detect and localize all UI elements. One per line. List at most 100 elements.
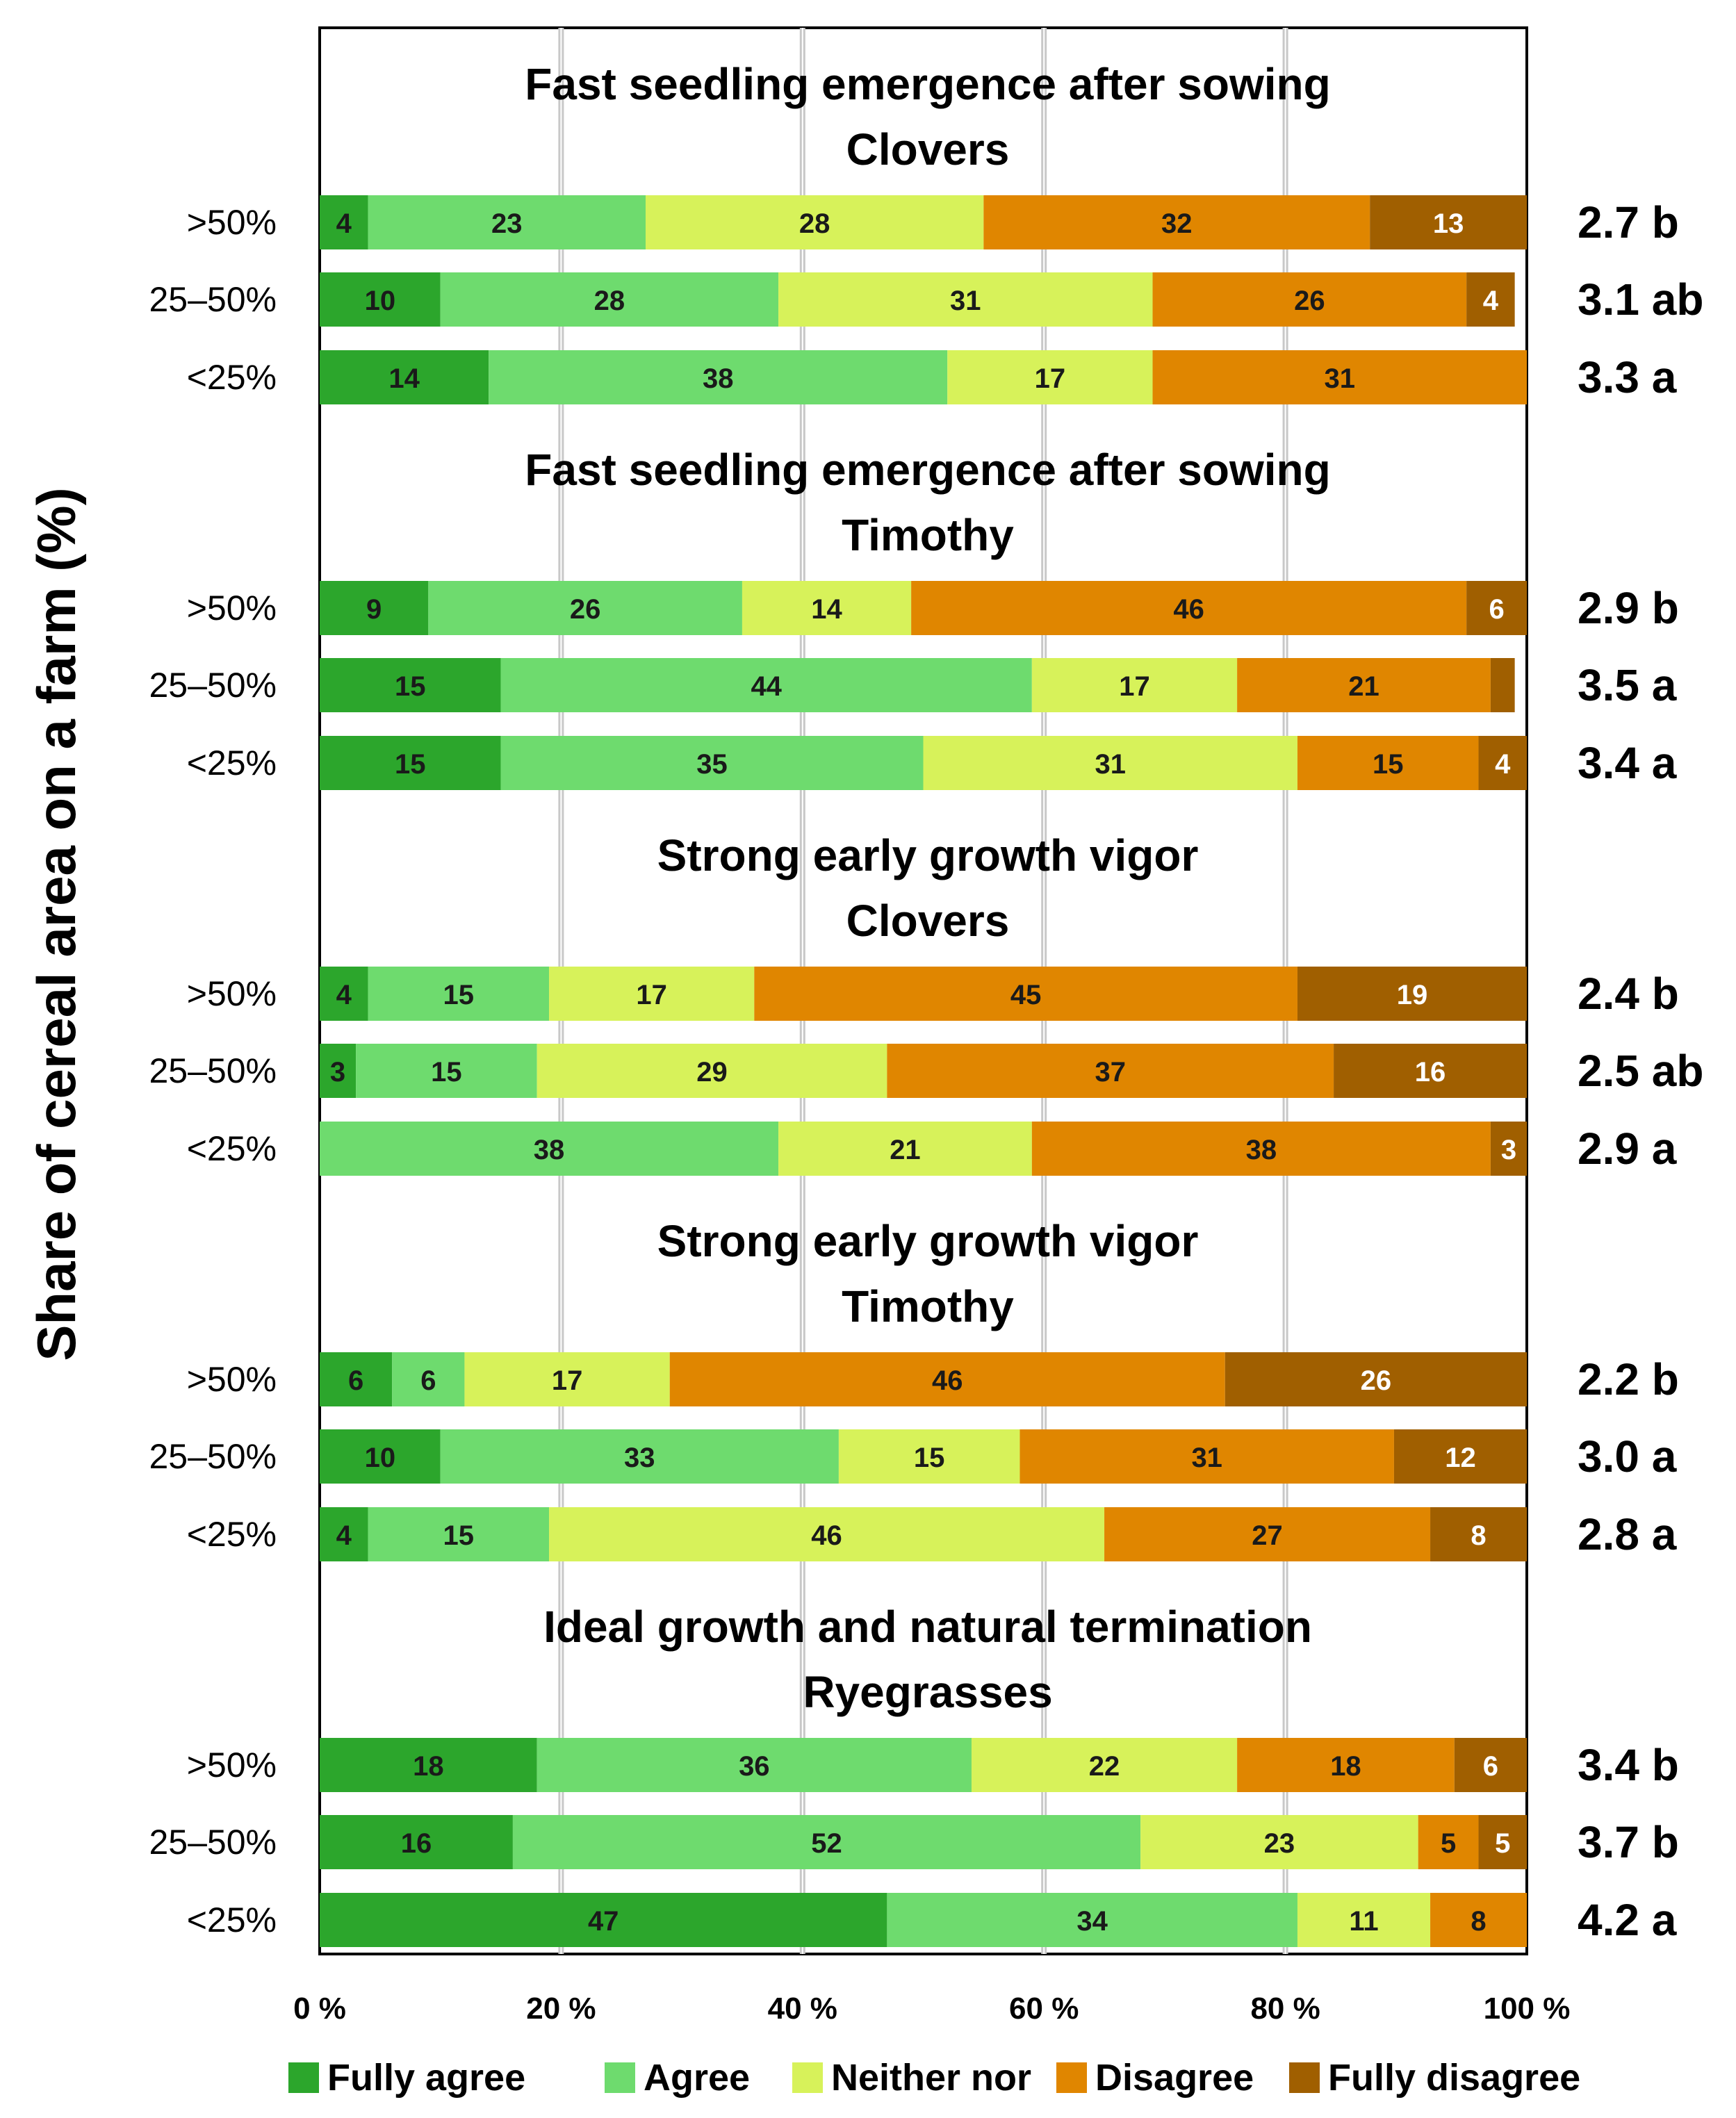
bar-segment — [320, 350, 489, 404]
data-label: 3 — [330, 1057, 345, 1087]
legend-swatch — [1289, 2062, 1320, 2093]
data-label: 18 — [413, 1751, 444, 1782]
data-label: 31 — [1191, 1443, 1222, 1473]
data-label: 26 — [570, 594, 601, 625]
data-label: 21 — [890, 1135, 921, 1165]
data-label: 15 — [443, 1520, 475, 1551]
data-label: 15 — [914, 1443, 945, 1473]
bar-segment — [549, 967, 755, 1021]
bar-segment — [320, 1738, 537, 1792]
bar-segment — [1490, 658, 1515, 712]
data-label: 4 — [336, 1520, 352, 1551]
data-label: 17 — [636, 980, 667, 1010]
data-label: 4 — [336, 980, 352, 1010]
data-label: 17 — [1035, 363, 1066, 394]
data-label: 21 — [1348, 671, 1379, 702]
data-label: 6 — [1489, 594, 1504, 625]
panel-title: Strong early growth vigor — [657, 830, 1199, 880]
data-label: 18 — [1330, 1751, 1361, 1782]
bar-segment — [320, 1122, 779, 1176]
panel-title: Strong early growth vigor — [657, 1216, 1199, 1266]
data-label: 36 — [739, 1751, 770, 1782]
mean-score-label: 2.9 b — [1578, 583, 1679, 633]
mean-score-label: 2.7 b — [1578, 197, 1679, 247]
data-label: 13 — [1433, 208, 1464, 239]
bar-segment — [1418, 1815, 1479, 1869]
data-label: 19 — [1397, 980, 1428, 1010]
data-label: 28 — [799, 208, 830, 239]
bar-segment — [320, 1507, 368, 1561]
category-label: <25% — [187, 358, 277, 397]
bar-segment — [838, 1429, 1020, 1484]
data-label: 6 — [420, 1365, 436, 1396]
data-label: 52 — [811, 1828, 842, 1859]
data-label: 46 — [1173, 594, 1204, 625]
category-label: >50% — [187, 589, 277, 627]
data-label: 22 — [1089, 1751, 1120, 1782]
panel-title: Clovers — [846, 124, 1010, 174]
data-label: 23 — [491, 208, 523, 239]
x-tick-label: 20 % — [526, 1992, 596, 2026]
category-label: <25% — [187, 744, 277, 782]
category-label: >50% — [187, 1360, 277, 1399]
bar-segment — [320, 195, 368, 249]
bar-segment — [500, 736, 924, 790]
bar-segment — [971, 1738, 1238, 1792]
bar-segment — [1478, 1815, 1527, 1869]
bar-segment — [392, 1352, 465, 1406]
bar-segment — [778, 272, 1153, 327]
category-label: 25–50% — [149, 280, 277, 319]
data-label: 37 — [1095, 1057, 1126, 1087]
mean-score-label: 3.0 a — [1578, 1431, 1677, 1481]
category-label: <25% — [187, 1515, 277, 1554]
bar-segment — [1237, 1738, 1455, 1792]
bar-segment — [320, 1429, 441, 1484]
mean-score-label: 2.5 ab — [1578, 1046, 1703, 1096]
data-label: 28 — [594, 286, 625, 316]
bar-segment — [1478, 736, 1527, 790]
bar-segment — [1020, 1429, 1394, 1484]
bar-segment — [1152, 350, 1527, 404]
bar-segment — [1466, 581, 1527, 635]
bar-segment — [887, 1893, 1297, 1947]
legend-label: Neither nor — [831, 2057, 1031, 2099]
legend-label: Disagree — [1095, 2057, 1254, 2099]
data-label: 17 — [1119, 671, 1150, 702]
data-label: 47 — [588, 1906, 619, 1937]
data-label: 10 — [365, 286, 396, 316]
bar-segment — [754, 967, 1297, 1021]
data-label: 3 — [1501, 1135, 1516, 1165]
data-label: 46 — [932, 1365, 963, 1396]
data-label: 15 — [443, 980, 475, 1010]
bar-segment — [440, 272, 779, 327]
bar-segment — [537, 1044, 887, 1098]
mean-score-label: 3.1 ab — [1578, 274, 1703, 325]
data-label: 46 — [811, 1520, 842, 1551]
mean-score-label: 4.2 a — [1578, 1895, 1677, 1945]
category-label: <25% — [187, 1901, 277, 1939]
legend-label: Agree — [644, 2057, 750, 2099]
panel-title: Ideal growth and natural termination — [543, 1602, 1312, 1652]
bar-segment — [368, 195, 646, 249]
bar-segment — [1225, 1352, 1527, 1406]
data-label: 32 — [1161, 208, 1193, 239]
data-label: 5 — [1495, 1828, 1510, 1859]
bar-segment — [320, 581, 429, 635]
bar-segment — [320, 1044, 357, 1098]
bar-segment — [320, 1893, 887, 1947]
category-label: 25–50% — [149, 1823, 277, 1862]
mean-score-label: 3.3 a — [1578, 352, 1677, 402]
data-label: 6 — [1483, 1751, 1498, 1782]
data-label: 8 — [1471, 1906, 1486, 1937]
bar-segment — [1454, 1738, 1527, 1792]
bar-segment — [356, 1044, 537, 1098]
legend-swatch — [605, 2062, 635, 2093]
bar-segment — [1466, 272, 1515, 327]
panel-title: Fast seedling emergence after sowing — [525, 59, 1330, 109]
mean-score-label: 3.5 a — [1578, 660, 1677, 710]
category-label: >50% — [187, 974, 277, 1013]
category-label: >50% — [187, 203, 277, 242]
bar-segment — [500, 658, 1032, 712]
data-label: 31 — [1095, 749, 1126, 780]
mean-score-label: 3.4 a — [1578, 738, 1677, 788]
